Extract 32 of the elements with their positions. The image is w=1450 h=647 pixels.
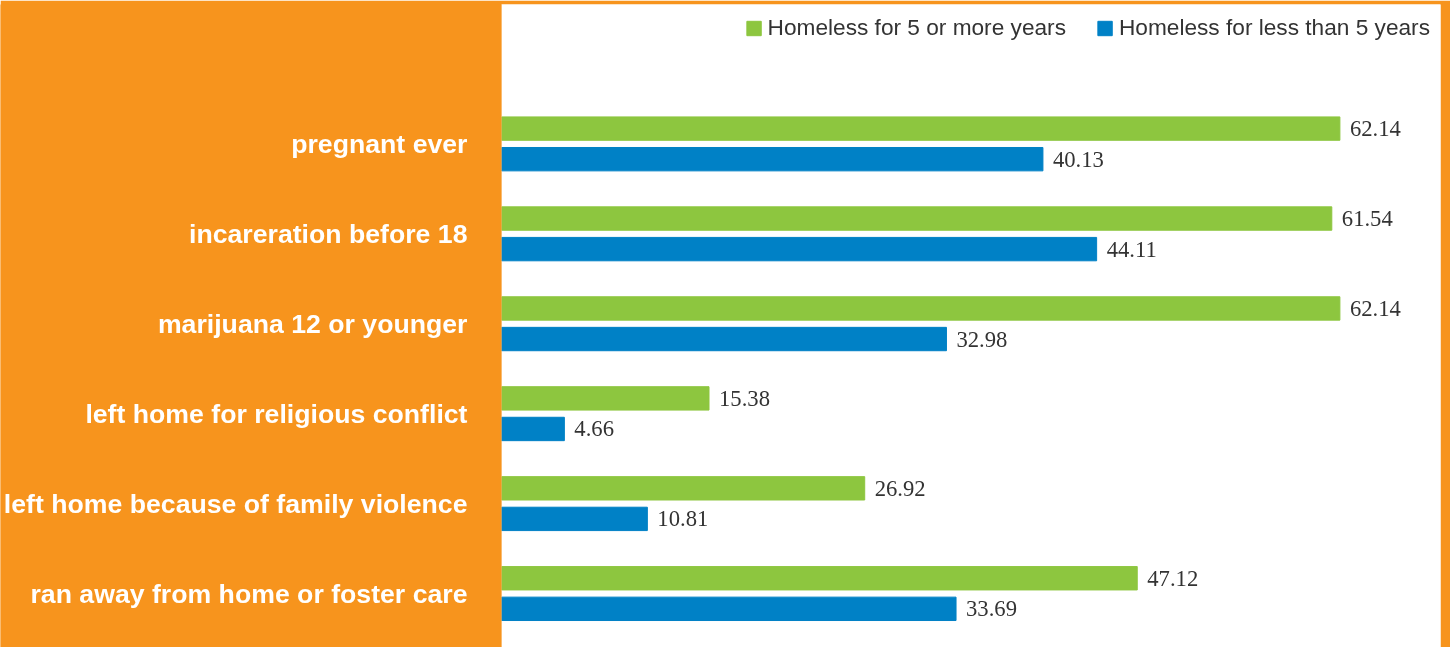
bar [501,326,947,352]
data-label: 40.13 [1052,146,1104,172]
data-label: 47.12 [1147,565,1199,591]
y-tick-label: left home because of family violence [3,488,468,519]
data-label: 10.81 [657,506,709,532]
data-label: 4.66 [574,416,615,442]
data-label: 62.14 [1349,295,1401,321]
bar [501,506,648,532]
legend-label: Homeless for less than 5 years [1118,14,1430,41]
bar [501,236,1098,262]
bar [501,416,565,442]
bar [501,146,1044,172]
y-tick-label: ran away from home or foster care [30,578,468,609]
data-label: 26.92 [874,475,926,501]
data-label: 62.14 [1349,116,1401,142]
bar [501,206,1333,231]
data-label: 61.54 [1341,206,1393,232]
y-tick-label: incareration before 18 [188,218,468,249]
bar [501,116,1341,141]
data-label: 44.11 [1106,236,1157,262]
data-label: 32.98 [956,326,1008,352]
data-label: 15.38 [719,385,770,411]
bar [501,296,1341,321]
legend-label: Homeless for 5 or more years [767,14,1066,41]
bar [501,596,957,622]
data-label: 33.69 [966,596,1018,622]
bar [501,476,866,501]
y-tick-label: pregnant ever [291,128,468,159]
y-tick-label: left home for religious conflict [85,398,468,429]
bar [501,386,710,411]
y-tick-label: marijuana 12 or younger [157,308,468,339]
bar [501,566,1138,591]
